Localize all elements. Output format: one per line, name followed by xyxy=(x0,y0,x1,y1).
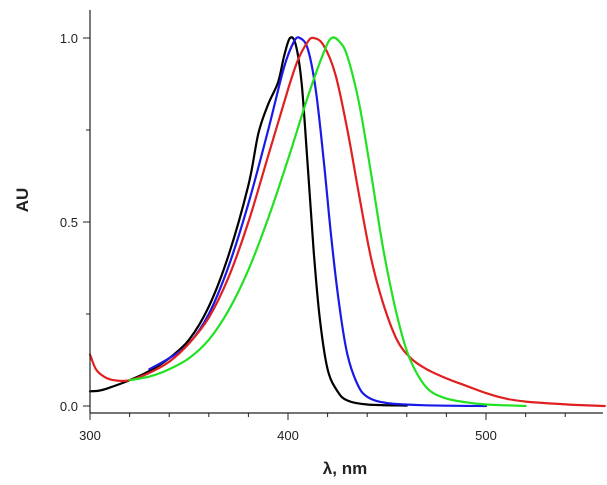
x-tick-label: 400 xyxy=(277,428,299,443)
y-tick-label: 1.0 xyxy=(60,31,78,46)
x-tick-label: 300 xyxy=(79,428,101,443)
y-tick-label: 0.0 xyxy=(60,399,78,414)
series-line-blue xyxy=(148,36,488,408)
y-axis-title: AU xyxy=(13,188,32,213)
x-tick-label: 500 xyxy=(475,428,497,443)
y-tick-label: 0.5 xyxy=(60,215,78,230)
axes-layer xyxy=(89,10,603,414)
x-axis-title: λ, nm xyxy=(323,459,367,478)
series-line-black xyxy=(88,36,408,407)
series-line-red xyxy=(88,36,606,408)
series-line-green xyxy=(128,36,527,408)
tick-layer: 300 400 500 0.0 0.5 1.0 xyxy=(60,31,566,443)
series-layer xyxy=(88,36,606,408)
